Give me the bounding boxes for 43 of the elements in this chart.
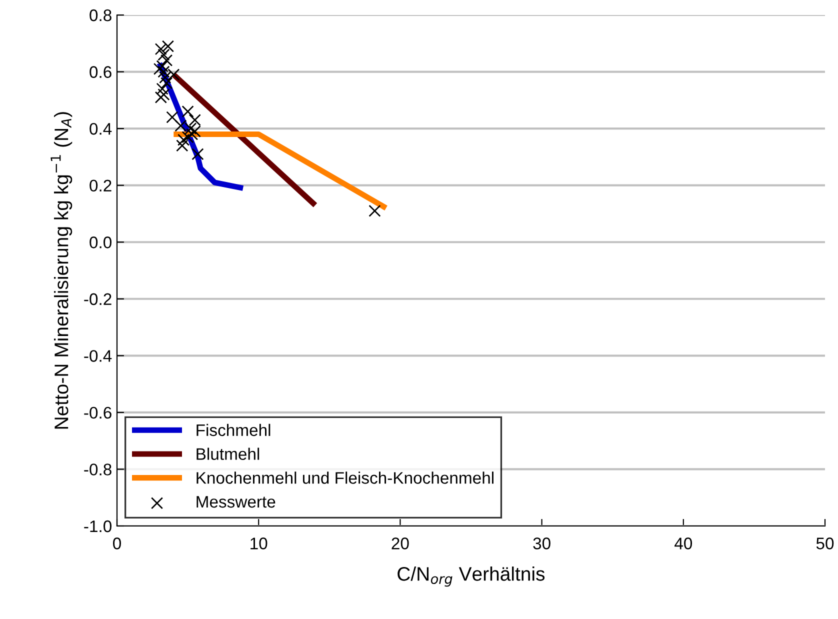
legend-label: Blutmehl — [196, 448, 260, 460]
point — [162, 40, 174, 52]
y-tick-label: 0.2 — [90, 180, 112, 192]
point — [156, 82, 168, 95]
y-tick-label: -0.8 — [84, 464, 112, 476]
y-tick-label: -0.6 — [84, 406, 112, 419]
point — [188, 114, 201, 126]
x-axis-title: C/N$_{org}$ Verhältnis — [398, 566, 545, 587]
legend-label: Messwerte — [196, 496, 276, 508]
y-tick-label: -0.4 — [84, 350, 112, 362]
x-tick-label: 40 — [674, 538, 692, 550]
x-tick-label: 0 — [113, 538, 121, 550]
x-tick-label: 10 — [250, 538, 268, 550]
point — [154, 42, 167, 56]
point — [188, 125, 201, 138]
x-tick-label: 20 — [392, 538, 409, 550]
y-tick-label: -1.0 — [84, 520, 112, 532]
point — [192, 148, 204, 160]
y-axis-title: Netto-N Mineralisierung kg kg$^{−1}$ (N$_{A}$) — [50, 112, 72, 429]
y-tick-label: 0.0 — [90, 236, 112, 248]
point — [153, 62, 166, 76]
point — [160, 54, 173, 66]
point — [154, 91, 167, 104]
point — [159, 71, 172, 84]
point — [182, 105, 194, 118]
point — [160, 77, 173, 90]
x-tick-label: 50 — [816, 538, 834, 550]
y-tick-label: 0.4 — [90, 122, 112, 135]
point — [156, 60, 168, 72]
point — [166, 111, 178, 124]
point — [176, 140, 188, 152]
point — [158, 88, 170, 101]
y-tick-label: -0.2 — [84, 293, 112, 306]
point — [182, 131, 194, 144]
y-tick-label: 0.6 — [90, 66, 112, 78]
point — [177, 134, 190, 146]
point — [186, 128, 198, 140]
legend-label: Knochenmehl und Fleisch-Knochenmehl — [196, 472, 494, 484]
legend-label: Fischmehl — [196, 424, 270, 436]
point — [368, 204, 381, 217]
point — [158, 48, 170, 61]
x-tick-label: 30 — [533, 538, 550, 550]
y-tick-label: 0.8 — [90, 9, 112, 22]
